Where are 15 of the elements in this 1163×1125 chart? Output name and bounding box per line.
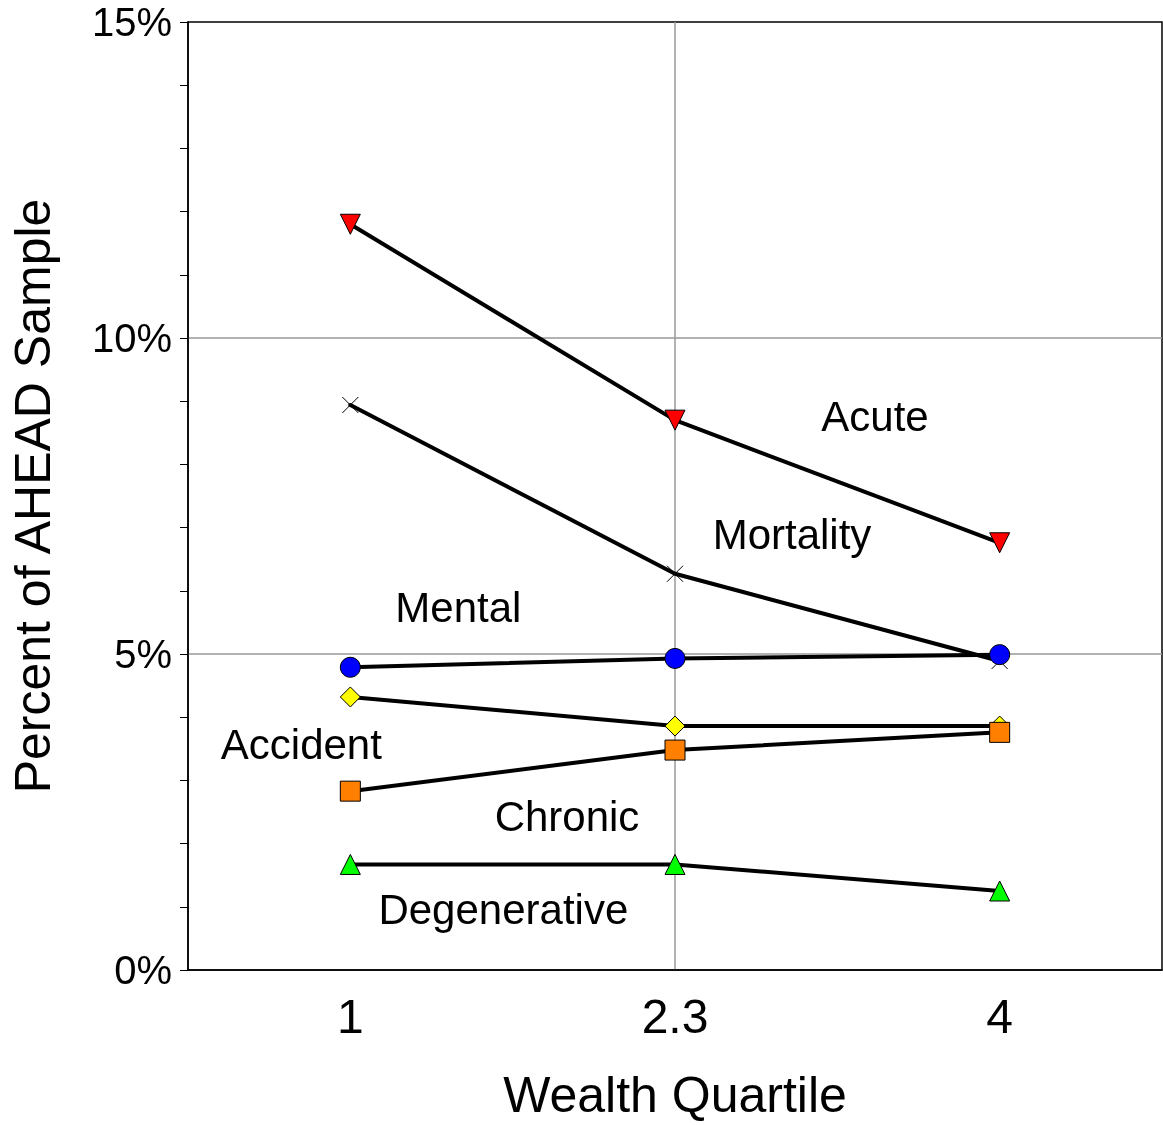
x-axis-title: Wealth Quartile bbox=[503, 1067, 847, 1123]
y-tick-label: 10% bbox=[91, 316, 172, 360]
series-label: Degenerative bbox=[378, 885, 629, 933]
x-tick-label: 1 bbox=[336, 989, 364, 1043]
y-axis-title: Percent of AHEAD Sample bbox=[5, 198, 61, 794]
y-tick-label: 15% bbox=[91, 0, 172, 44]
series-label: Acute bbox=[821, 392, 929, 440]
y-tick-label: 5% bbox=[114, 632, 172, 676]
series-label: Mental bbox=[395, 583, 522, 631]
series-label: Chronic bbox=[494, 792, 640, 840]
x-tick-label: 4 bbox=[986, 989, 1014, 1043]
y-tick-label: 0% bbox=[114, 948, 172, 992]
series-label: Mortality bbox=[712, 511, 872, 559]
series-label: Accident bbox=[220, 721, 383, 769]
x-tick-label: 2.3 bbox=[641, 989, 709, 1043]
